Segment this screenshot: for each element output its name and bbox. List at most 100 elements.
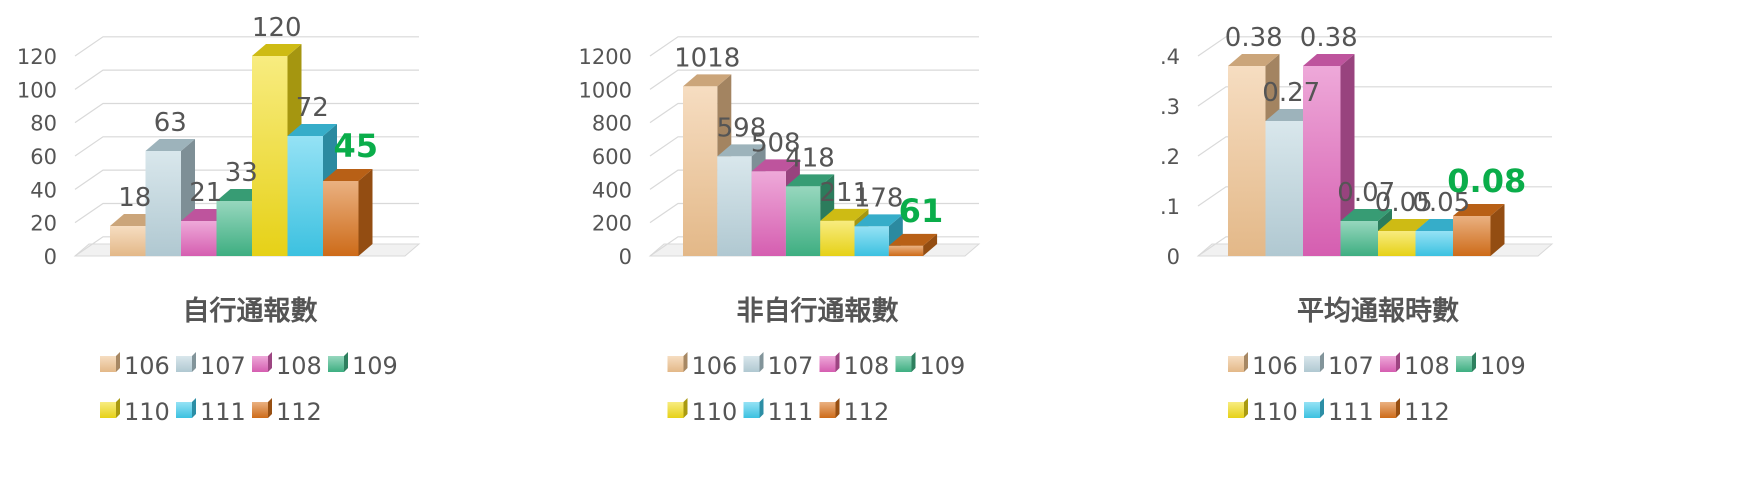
value-label: 0.27 bbox=[1262, 78, 1320, 108]
y-tick-label: 120 bbox=[17, 45, 57, 69]
bar-112 bbox=[888, 233, 938, 256]
legend-item-107: 107 bbox=[176, 352, 246, 380]
gridline bbox=[649, 69, 979, 90]
gridline bbox=[74, 36, 419, 57]
value-label: 508 bbox=[751, 128, 801, 158]
legend-item-108: 108 bbox=[252, 352, 322, 380]
value-label-highlight: 45 bbox=[333, 127, 378, 165]
legend-item-108: 108 bbox=[819, 352, 890, 380]
gridline bbox=[1197, 86, 1552, 107]
value-label: 120 bbox=[252, 13, 302, 43]
y-tick-label: 0.1 bbox=[1160, 195, 1180, 219]
legend-label: 111 bbox=[200, 398, 246, 426]
gridline bbox=[74, 69, 419, 90]
value-label: 21 bbox=[189, 178, 222, 208]
bar-112 bbox=[1453, 204, 1505, 256]
value-label: 0.07 bbox=[1337, 178, 1395, 208]
value-label-highlight: 0.08 bbox=[1447, 162, 1526, 200]
legend-label: 107 bbox=[768, 352, 814, 380]
y-tick-label: 0.3 bbox=[1160, 95, 1180, 119]
legend-item-107: 107 bbox=[1304, 352, 1374, 380]
gridline bbox=[649, 169, 979, 190]
y-tick-label: 1000 bbox=[580, 78, 632, 102]
bar-109 bbox=[785, 174, 835, 256]
legend-label: 106 bbox=[692, 352, 738, 380]
legend-label: 110 bbox=[124, 398, 170, 426]
value-label: 0.38 bbox=[1300, 23, 1358, 53]
legend-item-110: 110 bbox=[1228, 398, 1298, 426]
legend-item-112: 112 bbox=[1380, 398, 1450, 426]
y-tick-label: 40 bbox=[30, 178, 57, 202]
bar-108 bbox=[1303, 54, 1355, 256]
legend-label: 108 bbox=[1404, 352, 1450, 380]
legend-label: 111 bbox=[1328, 398, 1374, 426]
chart-title: 自行通報數 bbox=[183, 295, 318, 327]
legend-item-107: 107 bbox=[743, 352, 814, 380]
legend-label: 109 bbox=[352, 352, 398, 380]
y-tick-label: 80 bbox=[30, 112, 57, 136]
legend-item-110: 110 bbox=[667, 398, 738, 426]
legend-item-111: 111 bbox=[1304, 398, 1374, 426]
legend-item-111: 111 bbox=[176, 398, 246, 426]
legend-label: 108 bbox=[276, 352, 322, 380]
y-tick-label: 0 bbox=[1167, 245, 1180, 269]
y-tick-label: 20 bbox=[30, 212, 57, 236]
y-tick-label: 60 bbox=[30, 145, 57, 169]
gridline bbox=[649, 202, 979, 224]
y-tick-label: 200 bbox=[592, 212, 632, 236]
y-tick-label: 800 bbox=[592, 112, 632, 136]
value-label: 18 bbox=[118, 183, 151, 213]
value-label: 0.38 bbox=[1225, 23, 1283, 53]
legend-label: 106 bbox=[1252, 352, 1298, 380]
legend-item-112: 112 bbox=[252, 398, 322, 426]
bar-112 bbox=[323, 169, 373, 256]
legend-item-112: 112 bbox=[819, 398, 889, 426]
legend-label: 110 bbox=[692, 398, 738, 426]
legend-label: 111 bbox=[768, 398, 814, 426]
gridline bbox=[649, 102, 979, 124]
legend-item-109: 109 bbox=[895, 352, 966, 380]
y-tick-label: 0 bbox=[44, 245, 57, 269]
y-tick-label: 600 bbox=[592, 145, 632, 169]
value-label: 1018 bbox=[674, 43, 740, 73]
legend-item-109: 109 bbox=[1456, 352, 1526, 380]
value-label: 0.05 bbox=[1412, 188, 1470, 218]
legend-item-111: 111 bbox=[743, 398, 814, 426]
legend-label: 109 bbox=[920, 352, 966, 380]
legend-label: 112 bbox=[276, 398, 322, 426]
legend-item-106: 106 bbox=[100, 352, 170, 380]
y-tick-label: 100 bbox=[17, 78, 57, 102]
y-tick-label: 0.4 bbox=[1160, 45, 1180, 69]
gridline bbox=[1197, 36, 1552, 57]
value-label: 178 bbox=[854, 183, 904, 213]
value-label: 63 bbox=[154, 108, 187, 138]
legend-label: 108 bbox=[844, 352, 890, 380]
value-label: 418 bbox=[785, 143, 835, 173]
chart-title: 非自行通報數 bbox=[737, 295, 899, 327]
y-tick-label: 400 bbox=[592, 178, 632, 202]
legend-label: 107 bbox=[200, 352, 246, 380]
chart-average-report-hours: 00.10.20.30.40.380.270.380.070.050.050.0… bbox=[1160, 23, 1554, 426]
value-label-highlight: 61 bbox=[899, 192, 944, 230]
legend-item-106: 106 bbox=[667, 352, 738, 380]
legend-label: 110 bbox=[1252, 398, 1298, 426]
y-tick-label: 1200 bbox=[580, 45, 632, 69]
gridline bbox=[649, 36, 979, 57]
legend-item-109: 109 bbox=[328, 352, 398, 380]
gridline bbox=[1197, 136, 1552, 157]
gridline bbox=[649, 136, 979, 157]
legend-label: 112 bbox=[1404, 398, 1450, 426]
gridline bbox=[74, 102, 419, 124]
gridline bbox=[1197, 186, 1552, 207]
legend-label: 107 bbox=[1328, 352, 1374, 380]
y-tick-label: 0.2 bbox=[1160, 145, 1180, 169]
value-label: 33 bbox=[225, 158, 258, 188]
value-label: 211 bbox=[820, 178, 870, 208]
legend-item-106: 106 bbox=[1228, 352, 1298, 380]
y-tick-label: 0 bbox=[619, 245, 632, 269]
value-label: 0.05 bbox=[1375, 188, 1433, 218]
legend-label: 109 bbox=[1480, 352, 1526, 380]
